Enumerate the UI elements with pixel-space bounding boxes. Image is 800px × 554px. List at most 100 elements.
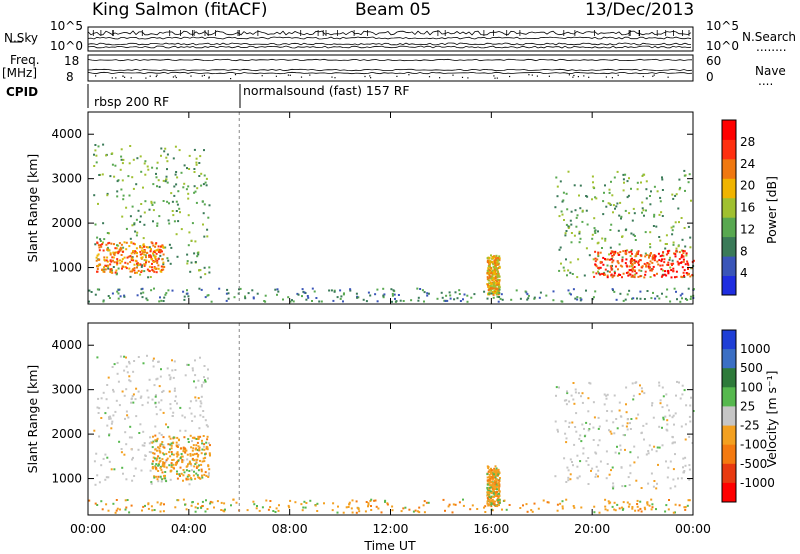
echo-cell: [630, 275, 633, 278]
echo-cell: [599, 260, 602, 263]
echo-cell: [106, 248, 109, 251]
echo-cell: [552, 299, 555, 302]
echo-cell: [151, 266, 153, 269]
echo-cell: [682, 258, 685, 261]
echo-cell: [108, 434, 111, 437]
echo-cell: [605, 394, 608, 397]
echo-cell: [580, 298, 583, 301]
nave-dot: [572, 76, 574, 78]
echo-cell: [652, 416, 655, 419]
echo-cell: [491, 498, 494, 501]
echo-cell: [650, 297, 653, 300]
echo-cell: [332, 299, 335, 302]
echo-cell: [142, 505, 145, 508]
echo-cell: [125, 248, 128, 251]
echo-cell: [561, 500, 564, 503]
echo-cell: [177, 443, 180, 446]
noise-trace: [87, 30, 692, 36]
echo-cell: [182, 446, 185, 449]
echo-cell: [683, 269, 686, 272]
echo-cell: [175, 441, 178, 444]
echo-cell: [661, 264, 664, 267]
echo-cell: [99, 244, 102, 247]
echo-cell: [423, 500, 426, 503]
echo-cell: [671, 442, 674, 445]
echo-cell: [427, 501, 430, 504]
echo-cell: [593, 275, 596, 278]
echo-cell: [184, 451, 187, 454]
echo-cell: [671, 259, 674, 262]
echo-cell: [256, 505, 258, 507]
echo-cell: [170, 451, 173, 453]
echo-cell: [675, 290, 677, 293]
echo-cell: [676, 298, 678, 301]
echo-cell: [202, 445, 205, 448]
echo-cell: [172, 453, 175, 456]
echo-cell: [498, 291, 501, 294]
nave-dot: [653, 74, 655, 76]
echo-cell: [671, 416, 674, 419]
echo-cell: [113, 243, 115, 246]
echo-cell: [490, 287, 493, 290]
echo-cell: [624, 173, 627, 176]
echo-cell: [132, 259, 135, 262]
echo-cell: [120, 243, 123, 246]
echo-cell: [289, 499, 292, 502]
echo-cell: [685, 252, 688, 255]
echo-cell: [492, 490, 495, 493]
echo-cell: [182, 448, 185, 451]
echo-cell: [123, 241, 126, 244]
echo-cell: [151, 509, 154, 512]
echo-cell: [154, 258, 157, 261]
echo-cell: [211, 501, 214, 504]
echo-cell: [125, 241, 128, 244]
echo-cell: [106, 456, 109, 459]
echo-cell: [648, 256, 650, 259]
echo-cell: [643, 298, 646, 300]
echo-cell: [610, 223, 613, 226]
echo-cell: [665, 274, 668, 277]
echo-cell: [150, 200, 153, 203]
echo-cell: [162, 200, 165, 202]
echo-cell: [261, 506, 264, 509]
echo-cell: [596, 258, 599, 261]
echo-cell: [174, 369, 177, 371]
echo-cell: [678, 381, 680, 384]
nave-dot: [408, 74, 410, 76]
echo-cell: [173, 194, 176, 197]
echo-cell: [176, 470, 178, 473]
echo-cell: [688, 468, 691, 471]
echo-cell: [155, 252, 158, 255]
echo-cell: [195, 458, 198, 461]
echo-cell: [493, 284, 496, 287]
echo-cell: [94, 223, 97, 226]
echo-cell: [498, 494, 501, 497]
echo-cell: [494, 264, 497, 267]
colorbar-tick-label: 20: [740, 179, 755, 193]
echo-cell: [616, 170, 619, 173]
echo-cell: [227, 297, 230, 300]
echo-cell: [126, 371, 129, 374]
echo-cell: [542, 499, 545, 502]
echo-cell: [143, 264, 146, 267]
echo-cell: [674, 441, 676, 444]
echo-cell: [233, 296, 236, 299]
echo-cell: [169, 437, 172, 440]
echo-cell: [136, 157, 139, 160]
echo-cell: [581, 423, 584, 426]
echo-cell: [158, 460, 161, 463]
echo-cell: [134, 271, 136, 274]
x-tick-label: 08:00: [272, 521, 308, 536]
echo-cell: [526, 510, 529, 513]
echo-cell: [197, 435, 200, 438]
echo-cell: [153, 249, 156, 252]
echo-cell: [151, 262, 153, 265]
power-y-axis-label: Slant Range [km]: [25, 154, 40, 263]
echo-cell: [494, 465, 497, 468]
echo-cell: [158, 300, 161, 303]
echo-cell: [204, 510, 207, 513]
echo-cell: [454, 503, 457, 506]
echo-cell: [629, 273, 632, 276]
echo-cell: [186, 292, 189, 295]
echo-cell: [382, 287, 385, 290]
